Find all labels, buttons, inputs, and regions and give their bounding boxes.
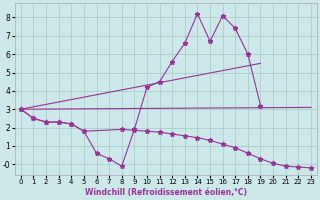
X-axis label: Windchill (Refroidissement éolien,°C): Windchill (Refroidissement éolien,°C) [85, 188, 247, 197]
